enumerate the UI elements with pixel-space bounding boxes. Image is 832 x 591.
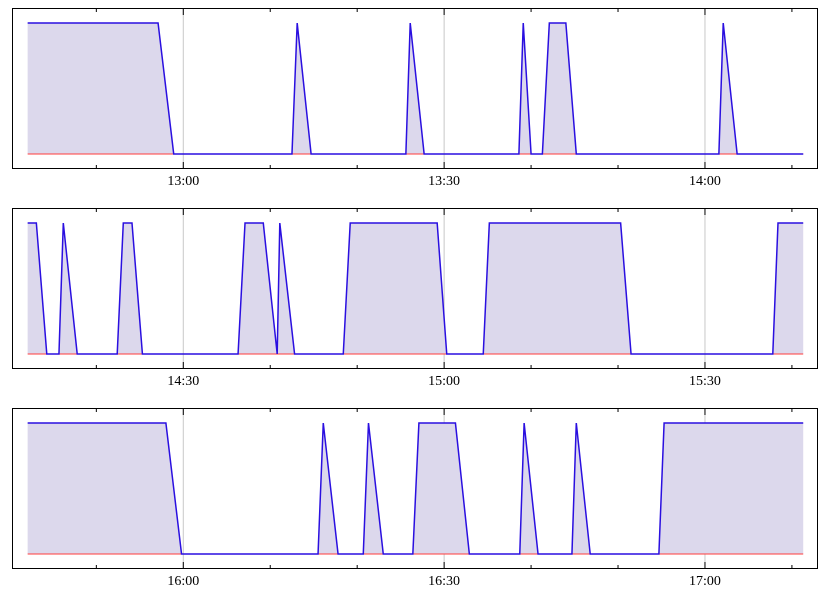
- area-fill: [27, 223, 804, 354]
- line: [27, 22, 804, 155]
- x-tick-label: 17:00: [689, 574, 721, 589]
- x-tick-label: 15:00: [428, 374, 460, 389]
- x-tick-label: 16:00: [167, 574, 199, 589]
- x-tick-label: 13:30: [428, 174, 460, 189]
- x-tick-label: 16:30: [428, 574, 460, 589]
- x-tick-label: 13:00: [167, 174, 199, 189]
- area-fill: [27, 423, 804, 554]
- area-fill: [27, 23, 804, 154]
- plot-frame: [12, 208, 818, 369]
- x-tick-label: 15:30: [689, 374, 721, 389]
- x-tick-label: 14:00: [689, 174, 721, 189]
- plot-frame: [12, 408, 818, 569]
- line: [27, 222, 804, 355]
- plot-frame: [12, 8, 818, 169]
- x-tick-label: 14:30: [167, 374, 199, 389]
- line: [27, 422, 804, 555]
